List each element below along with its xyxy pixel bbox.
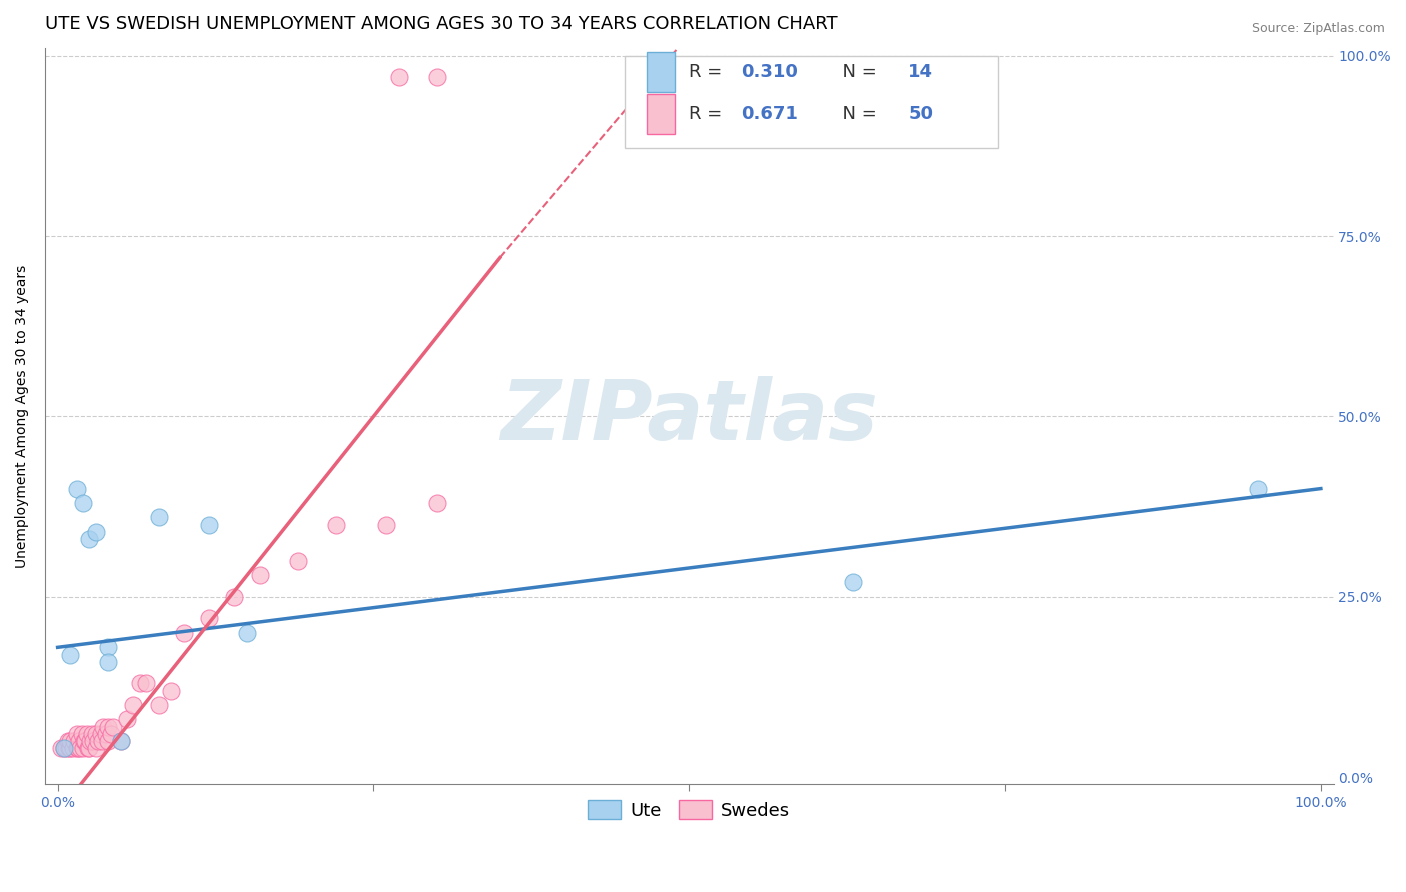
Point (56, 734, 79, 748)
Point (84, 741, 107, 756)
Point (128, 676, 150, 690)
Point (75, 734, 97, 748)
Point (55, 741, 77, 756)
Point (198, 517, 221, 532)
Point (198, 611, 221, 625)
Text: N =: N = (831, 105, 883, 123)
Point (91, 720, 114, 734)
Point (70, 727, 93, 741)
Point (77, 741, 100, 756)
Point (148, 510, 170, 524)
Point (97, 734, 120, 748)
Text: 14: 14 (908, 63, 934, 81)
Legend: Ute, Swedes: Ute, Swedes (581, 793, 797, 827)
Point (76, 727, 98, 741)
Point (66, 741, 89, 756)
Point (110, 734, 132, 748)
Point (842, 575, 865, 590)
FancyBboxPatch shape (647, 52, 675, 92)
Point (94, 727, 117, 741)
Point (59, 741, 82, 756)
Point (62, 741, 84, 756)
Text: R =: R = (689, 63, 728, 81)
Point (79, 734, 101, 748)
Point (90, 734, 112, 748)
Point (388, 70, 411, 85)
Point (115, 713, 138, 727)
Point (100, 727, 122, 741)
Point (236, 626, 259, 640)
Text: N =: N = (831, 63, 883, 81)
Point (72, 741, 94, 756)
Point (80, 727, 103, 741)
Text: 0.671: 0.671 (741, 105, 797, 123)
Point (82, 734, 104, 748)
Point (325, 517, 347, 532)
Point (65, 727, 87, 741)
Point (59, 648, 82, 662)
Point (84, 727, 107, 741)
Point (148, 698, 170, 712)
Point (135, 676, 157, 690)
Text: 50: 50 (908, 105, 934, 123)
Text: UTE VS SWEDISH UNEMPLOYMENT AMONG AGES 30 TO 34 YEARS CORRELATION CHART: UTE VS SWEDISH UNEMPLOYMENT AMONG AGES 3… (45, 15, 838, 33)
Text: R =: R = (689, 105, 728, 123)
Point (97, 640, 120, 655)
Point (103, 720, 125, 734)
Text: 0.310: 0.310 (741, 63, 797, 81)
Text: ZIPatlas: ZIPatlas (501, 376, 879, 457)
Point (67, 734, 90, 748)
Point (90, 727, 112, 741)
Point (51, 741, 73, 756)
FancyBboxPatch shape (647, 94, 675, 135)
Point (77, 741, 100, 756)
Point (122, 698, 145, 712)
Point (65, 741, 87, 756)
Point (52, 741, 75, 756)
Point (58, 741, 80, 756)
Point (249, 568, 271, 582)
Point (426, 70, 449, 85)
FancyBboxPatch shape (624, 56, 998, 148)
Point (97, 720, 120, 734)
Point (69, 741, 91, 756)
Point (224, 590, 246, 604)
Point (426, 496, 449, 510)
Point (173, 626, 195, 640)
Point (73, 734, 96, 748)
Point (110, 734, 132, 748)
Point (287, 554, 309, 568)
Point (375, 517, 398, 532)
Point (52, 741, 75, 756)
Y-axis label: Unemployment Among Ages 30 to 34 years: Unemployment Among Ages 30 to 34 years (15, 265, 30, 568)
Text: Source: ZipAtlas.com: Source: ZipAtlas.com (1251, 22, 1385, 36)
Point (63, 734, 86, 748)
Point (1247, 482, 1270, 496)
Point (84, 524, 107, 539)
Point (65, 482, 87, 496)
Point (77, 532, 100, 546)
Point (59, 734, 82, 748)
Point (72, 496, 94, 510)
Point (97, 655, 120, 669)
Point (87, 734, 110, 748)
Point (160, 683, 183, 698)
